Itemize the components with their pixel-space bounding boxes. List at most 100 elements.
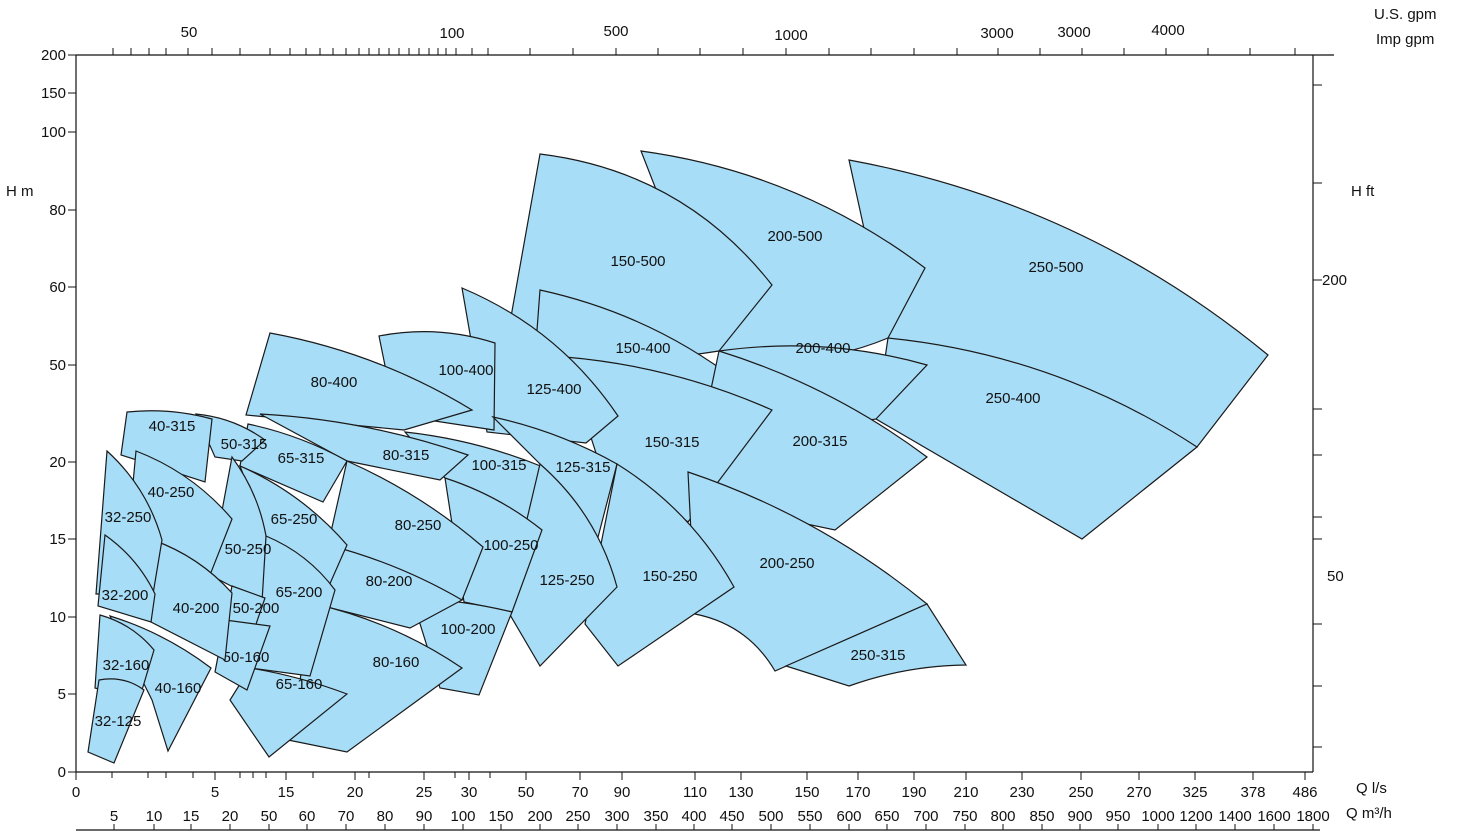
zone-label: 80-400 <box>311 374 358 391</box>
bottom-tick-label-m3h: 20 <box>222 808 239 825</box>
bottom-tick-label-m3h: 60 <box>299 808 316 825</box>
zone-label: 100-250 <box>483 537 538 554</box>
zone-area <box>584 463 735 667</box>
bottom-tick-label-m3h: 70 <box>338 808 355 825</box>
zone-80-315: 80-315 <box>259 413 470 481</box>
zone-label: 125-315 <box>555 459 610 476</box>
bottom-tick-label-m3h: 1000 <box>1141 808 1174 825</box>
zone-area <box>214 619 271 691</box>
top-tick-label: 3000 <box>980 25 1013 42</box>
zone-40-200: 40-200 <box>150 539 233 661</box>
left-tick-label: 10 <box>49 609 66 626</box>
bottom-tick-label-m3h: 90 <box>416 808 433 825</box>
zone-80-160: 80-160 <box>287 603 464 753</box>
bottom-tick-label-m3h: 250 <box>565 808 590 825</box>
bottom-tick-label-m3h: 600 <box>836 808 861 825</box>
zone-label: 50-250 <box>225 541 272 558</box>
bottom-axis-label-ls: Q l/s <box>1356 780 1387 797</box>
bottom-tick-label-ls: 110 <box>683 784 707 801</box>
zone-label: 100-315 <box>471 457 526 474</box>
bottom-tick-label-m3h: 10 <box>146 808 163 825</box>
zone-label: 80-200 <box>366 573 413 590</box>
bottom-tick-label-ls: 170 <box>845 784 870 801</box>
zone-50-160: 50-160 <box>214 619 271 691</box>
zone-area <box>239 423 348 503</box>
zone-150-250: 150-250 <box>584 463 735 667</box>
zone-label: 65-315 <box>278 450 325 467</box>
bottom-tick-label-ls: 25 <box>416 784 433 801</box>
zone-label: 32-200 <box>102 587 149 604</box>
zone-label: 150-250 <box>642 568 697 585</box>
bottom-tick-label-m3h: 1600 <box>1257 808 1290 825</box>
zone-label: 80-160 <box>373 654 420 671</box>
zone-label: 150-315 <box>644 434 699 451</box>
left-tick-label: 150 <box>41 85 66 102</box>
zone-50-315: 50-315 <box>195 413 267 462</box>
zone-label: 40-160 <box>155 680 202 697</box>
zone-250-400: 250-400 <box>875 337 1199 540</box>
zone-label: 100-200 <box>440 621 495 638</box>
zone-65-315: 65-315 <box>239 423 348 503</box>
bottom-tick-label-m3h: 450 <box>719 808 744 825</box>
bottom-tick-label-m3h: 100 <box>450 808 475 825</box>
left-tick-label: 60 <box>49 279 66 296</box>
zone-label: 125-400 <box>526 381 581 398</box>
bottom-tick-label-m3h: 80 <box>377 808 394 825</box>
bottom-tick-label-ls: 130 <box>728 784 753 801</box>
left-tick-label: 0 <box>58 764 66 781</box>
bottom-tick-label-m3h: 800 <box>990 808 1015 825</box>
zone-label: 150-400 <box>615 340 670 357</box>
left-tick-label: 15 <box>49 531 66 548</box>
zone-area <box>195 413 266 462</box>
bottom-tick-label-m3h: 50 <box>261 808 278 825</box>
zone-area <box>209 455 267 603</box>
zone-label: 80-315 <box>383 447 430 464</box>
zone-150-315: 150-315 <box>564 356 773 523</box>
zone-label: 65-200 <box>276 584 323 601</box>
zone-label: 50-200 <box>233 600 280 617</box>
zone-label: 65-250 <box>271 511 318 528</box>
bottom-tick-label-ls: 70 <box>572 784 589 801</box>
bottom-tick-label-m3h: 750 <box>952 808 977 825</box>
bottom-tick-label-ls: 50 <box>518 784 535 801</box>
bottom-tick-label-ls: 250 <box>1068 784 1093 801</box>
zone-50-250: 50-250 <box>209 455 272 603</box>
bottom-tick-label-ls: 5 <box>211 784 219 801</box>
bottom-tick-label-ls: 378 <box>1240 784 1265 801</box>
zone-label: 40-315 <box>149 418 196 435</box>
zone-label: 50-160 <box>223 649 270 666</box>
bottom-tick-label-m3h: 650 <box>874 808 899 825</box>
left-tick-label: 200 <box>41 47 66 64</box>
bottom-tick-label-ls: 90 <box>614 784 631 801</box>
bottom-tick-label-m3h: 5 <box>110 808 118 825</box>
pump-zones: 250-500 200-500 150-500 250-400 200-400 150-4… <box>87 150 1269 764</box>
zone-area <box>249 535 336 677</box>
top-tick-label: 3000 <box>1057 24 1090 41</box>
tick-marks <box>68 48 1322 830</box>
bottom-tick-label-m3h: 500 <box>758 808 783 825</box>
bottom-tick-label-ls: 486 <box>1292 784 1317 801</box>
bottom-tick-label-m3h: 550 <box>797 808 822 825</box>
bottom-tick-label-ls: 325 <box>1182 784 1207 801</box>
bottom-tick-label-ls: 20 <box>347 784 364 801</box>
left-tick-label: 50 <box>49 357 66 374</box>
zone-label: 250-500 <box>1028 259 1083 276</box>
bottom-tick-label-ls: 15 <box>278 784 295 801</box>
bottom-tick-label-m3h: 950 <box>1105 808 1130 825</box>
bottom-tick-label-ls: 0 <box>72 784 80 801</box>
left-tick-label: 5 <box>58 686 66 703</box>
zone-label: 40-250 <box>148 484 195 501</box>
zone-label: 200-500 <box>767 228 822 245</box>
top-tick-label: 1000 <box>774 27 807 44</box>
zone-area <box>875 337 1199 540</box>
top-axis-label-imp: Imp gpm <box>1376 31 1434 48</box>
zone-label: 200-315 <box>792 433 847 450</box>
bottom-tick-label-m3h: 400 <box>681 808 706 825</box>
left-axis-label: H m <box>6 183 34 200</box>
bottom-tick-label-ls: 210 <box>953 784 978 801</box>
bottom-axis-label-m3h: Q m³/h <box>1346 805 1392 822</box>
bottom-tick-label-m3h: 900 <box>1067 808 1092 825</box>
zone-label: 65-160 <box>276 676 323 693</box>
top-tick-label: 4000 <box>1151 22 1184 39</box>
zone-area <box>150 539 233 661</box>
